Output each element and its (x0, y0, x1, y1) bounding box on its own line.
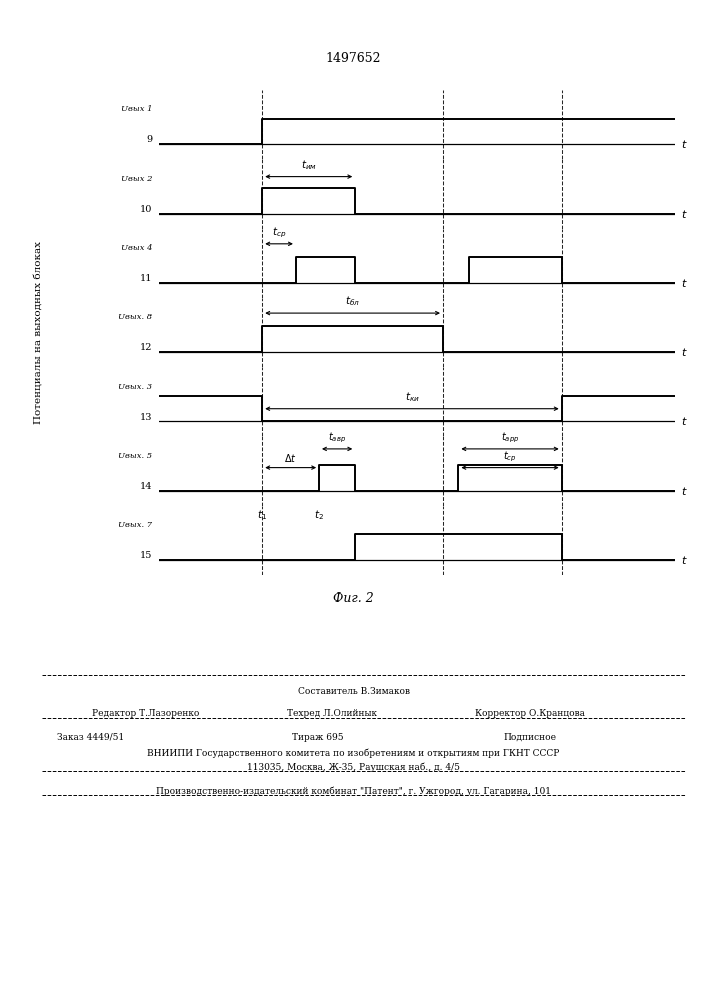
Text: $t_1$: $t_1$ (257, 508, 267, 522)
Text: 9: 9 (146, 135, 152, 144)
Text: Редактор Т.Лазоренко: Редактор Т.Лазоренко (92, 709, 199, 718)
Text: 13: 13 (139, 413, 152, 422)
Text: $t_{бл}$: $t_{бл}$ (345, 294, 360, 308)
Text: $t_{ки}$: $t_{ки}$ (404, 390, 419, 404)
Text: Uвыx 1: Uвыx 1 (120, 105, 152, 113)
Text: $t$: $t$ (682, 415, 688, 427)
Text: 12: 12 (139, 343, 152, 352)
Text: Uвыx. 5: Uвыx. 5 (118, 452, 152, 460)
Text: $t$: $t$ (682, 138, 688, 150)
Text: 14: 14 (139, 482, 152, 491)
Text: Составитель В.Зимаков: Составитель В.Зимаков (298, 687, 409, 696)
Text: Тираж 695: Тираж 695 (292, 733, 344, 742)
Text: $t_{ср}$: $t_{ср}$ (272, 225, 286, 240)
Text: Uвыx. 8: Uвыx. 8 (118, 313, 152, 321)
Text: Uвыx 4: Uвыx 4 (120, 244, 152, 252)
Text: 11: 11 (139, 274, 152, 283)
Text: 15: 15 (139, 551, 152, 560)
Text: $t$: $t$ (682, 346, 688, 358)
Text: Производственно-издательский комбинат "Патент", г. Ужгород, ул. Гагарина, 101: Производственно-издательский комбинат "П… (156, 786, 551, 796)
Text: Uвыx 2: Uвыx 2 (120, 175, 152, 183)
Text: Потенциалы на выходных блоках: Потенциалы на выходных блоках (35, 241, 43, 424)
Text: Корректор О.Кранцова: Корректор О.Кранцова (475, 709, 585, 718)
Text: Техред Л.Олийнык: Техред Л.Олийнык (287, 709, 378, 718)
Text: $t_2$: $t_2$ (314, 508, 324, 522)
Text: $t_{им}$: $t_{им}$ (300, 158, 317, 172)
Text: $t_{авр}$: $t_{авр}$ (328, 431, 346, 445)
Text: $t$: $t$ (682, 485, 688, 497)
Text: $t$: $t$ (682, 277, 688, 289)
Text: Заказ 4449/51: Заказ 4449/51 (57, 733, 124, 742)
Text: Uвыx. 7: Uвыx. 7 (118, 521, 152, 529)
Text: ВНИИПИ Государственного комитета по изобретениям и открытиям при ГКНТ СССР: ВНИИПИ Государственного комитета по изоб… (147, 748, 560, 758)
Text: $t$: $t$ (682, 554, 688, 566)
Text: 10: 10 (139, 205, 152, 214)
Text: $t_{арр}$: $t_{арр}$ (501, 431, 519, 445)
Text: $t$: $t$ (682, 208, 688, 220)
Text: $t_{ср}$: $t_{ср}$ (503, 450, 517, 464)
Text: Фиг. 2: Фиг. 2 (333, 592, 374, 605)
Text: 1497652: 1497652 (326, 52, 381, 65)
Text: $\Delta t$: $\Delta t$ (284, 452, 297, 464)
Text: Подписное: Подписное (504, 733, 556, 742)
Text: 113035, Москва, Ж-35, Раушская наб., д. 4/5: 113035, Москва, Ж-35, Раушская наб., д. … (247, 762, 460, 772)
Text: Uвыx. 3: Uвыx. 3 (118, 383, 152, 391)
